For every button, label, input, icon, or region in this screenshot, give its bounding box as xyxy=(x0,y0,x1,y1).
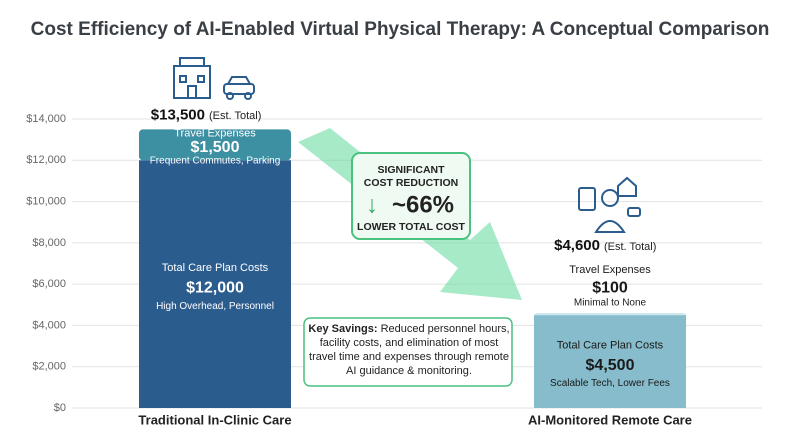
key-savings-text: Reduced personnel hours, facility costs,… xyxy=(309,323,510,377)
key-savings-label: Key Savings: xyxy=(308,323,378,335)
y-tick-label: $6,000 xyxy=(32,278,66,290)
y-tick-label: $14,000 xyxy=(26,113,66,125)
reduction-text: SIGNIFICANT xyxy=(377,164,445,176)
x-tick-label: AI-Monitored Remote Care xyxy=(528,412,692,427)
chart-title: Cost Efficiency of AI-Enabled Virtual Ph… xyxy=(31,19,770,40)
total-value: $4,600 xyxy=(554,237,600,254)
segment-name: Total Care Plan Costs xyxy=(162,262,269,274)
y-tick-label: $2,000 xyxy=(32,361,66,373)
segment-note: High Overhead, Personnel xyxy=(156,301,274,312)
reduction-text: COST REDUCTION xyxy=(364,177,459,189)
segment-note: Scalable Tech, Lower Fees xyxy=(550,378,670,389)
segment-value: $4,500 xyxy=(586,357,635,374)
reduction-box xyxy=(351,152,471,240)
key-savings: Key Savings: Reduced personnel hours, fa… xyxy=(308,322,510,378)
key-savings-box xyxy=(303,317,513,387)
down-arrow: ↓ xyxy=(366,191,378,218)
segment-name: Travel Expenses xyxy=(569,264,651,276)
reduction-value: ~66% xyxy=(392,191,454,218)
y-tick-label: $8,000 xyxy=(32,237,66,249)
bar-segment xyxy=(534,315,686,408)
segment-value: $1,500 xyxy=(191,139,240,156)
remote-icon xyxy=(578,176,641,233)
total-note: (Est. Total) xyxy=(604,241,656,253)
segment-value: $12,000 xyxy=(186,279,244,296)
total-note: (Est. Total) xyxy=(209,110,261,122)
bar-segment xyxy=(534,313,686,316)
segment-note: Frequent Commutes, Parking xyxy=(150,155,281,166)
y-tick-label: $4,000 xyxy=(32,319,66,331)
segment-value: $100 xyxy=(592,279,628,296)
reduction-text: LOWER TOTAL COST xyxy=(357,221,465,233)
bar-segment xyxy=(139,160,291,408)
y-tick-label: $10,000 xyxy=(26,195,66,207)
y-tick-label: $12,000 xyxy=(26,154,66,166)
total-value: $13,500 xyxy=(151,106,205,123)
segment-name: Total Care Plan Costs xyxy=(557,339,664,351)
y-tick-label: $0 xyxy=(54,402,66,414)
clinic-icon xyxy=(173,57,255,100)
segment-note: Minimal to None xyxy=(574,298,647,309)
bar-segment xyxy=(139,129,291,161)
segment-name: Travel Expenses xyxy=(174,128,256,140)
x-tick-label: Traditional In-Clinic Care xyxy=(138,412,291,427)
